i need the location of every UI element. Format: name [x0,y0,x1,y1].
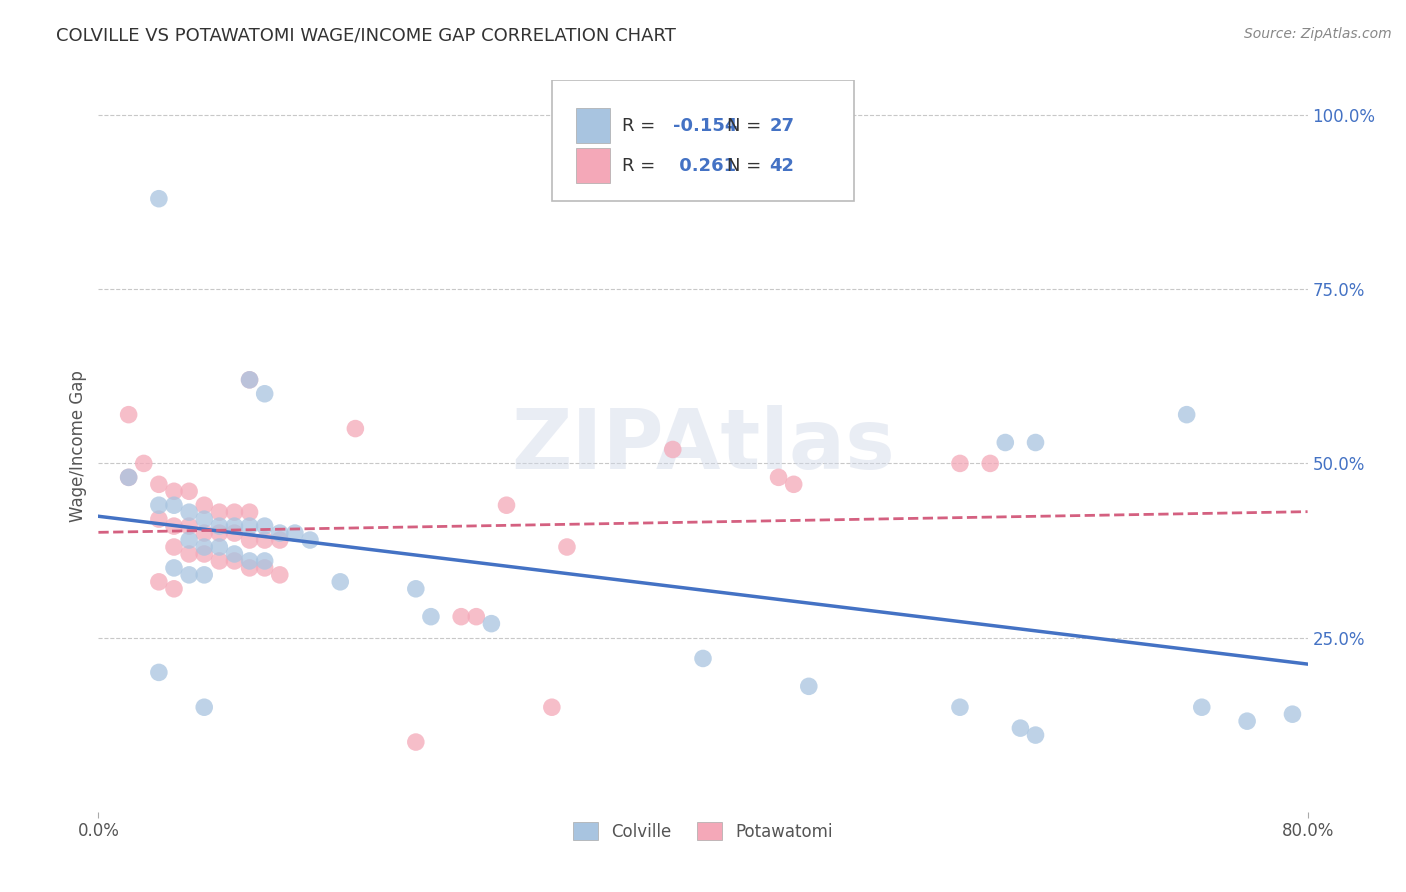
Point [329,574,352,589]
Point [540,700,562,714]
Point [163,582,186,596]
Point [208,540,231,554]
Point [179,484,201,499]
Point [253,519,276,533]
Point [495,498,517,512]
Point [1236,714,1258,728]
Point [284,526,307,541]
Legend: Colville, Potawatomi: Colville, Potawatomi [567,816,839,847]
Text: COLVILLE VS POTAWATOMI WAGE/INCOME GAP CORRELATION CHART: COLVILLE VS POTAWATOMI WAGE/INCOME GAP C… [56,27,676,45]
Point [269,526,291,541]
Point [208,519,231,533]
Point [224,519,246,533]
Point [163,519,186,533]
Point [163,540,186,554]
Text: 0.261: 0.261 [672,157,735,175]
Point [1281,707,1303,722]
Point [148,477,170,491]
Point [193,512,215,526]
Point [405,735,427,749]
Point [481,616,503,631]
Point [239,373,262,387]
FancyBboxPatch shape [551,80,855,201]
Text: R =: R = [621,117,661,135]
Text: 42: 42 [769,157,794,175]
Point [118,408,141,422]
Point [239,533,262,547]
Point [193,547,215,561]
Point [949,457,972,471]
Point [208,554,231,568]
Y-axis label: Wage/Income Gap: Wage/Income Gap [69,370,87,522]
Point [148,192,170,206]
Text: ZIPAtlas: ZIPAtlas [510,406,896,486]
Point [979,457,1001,471]
Point [163,484,186,499]
Point [208,505,231,519]
Point [253,561,276,575]
Point [163,561,186,575]
Point [118,470,141,484]
Point [1024,728,1046,742]
Point [148,498,170,512]
Point [420,609,443,624]
Point [253,533,276,547]
FancyBboxPatch shape [576,108,610,144]
Point [797,679,820,693]
Point [269,567,291,582]
Text: N =: N = [727,157,768,175]
Point [405,582,427,596]
Text: -0.154: -0.154 [672,117,737,135]
Point [179,567,201,582]
Point [344,421,367,435]
Point [239,519,262,533]
Point [450,609,472,624]
Point [132,457,155,471]
Point [179,519,201,533]
Point [224,526,246,541]
Point [193,700,215,714]
Point [239,554,262,568]
Point [661,442,683,457]
Point [239,561,262,575]
Point [1010,721,1032,735]
Point [269,533,291,547]
Point [148,665,170,680]
Point [118,470,141,484]
Point [1024,435,1046,450]
Point [193,498,215,512]
Point [239,505,262,519]
Point [224,547,246,561]
Point [239,373,262,387]
Point [949,700,972,714]
Point [179,505,201,519]
FancyBboxPatch shape [576,148,610,184]
Point [555,540,578,554]
Point [768,470,790,484]
Point [224,554,246,568]
Point [692,651,714,665]
Point [163,498,186,512]
Point [179,533,201,547]
Point [224,505,246,519]
Text: R =: R = [621,157,661,175]
Point [1175,408,1198,422]
Point [208,526,231,541]
Point [994,435,1017,450]
Point [193,567,215,582]
Point [783,477,806,491]
Point [253,554,276,568]
Text: 27: 27 [769,117,794,135]
Point [253,386,276,401]
Text: Source: ZipAtlas.com: Source: ZipAtlas.com [1244,27,1392,41]
Point [1191,700,1213,714]
Point [465,609,488,624]
Point [148,512,170,526]
Point [193,540,215,554]
Point [179,547,201,561]
Point [148,574,170,589]
Text: N =: N = [727,117,768,135]
Point [193,526,215,541]
Point [299,533,322,547]
